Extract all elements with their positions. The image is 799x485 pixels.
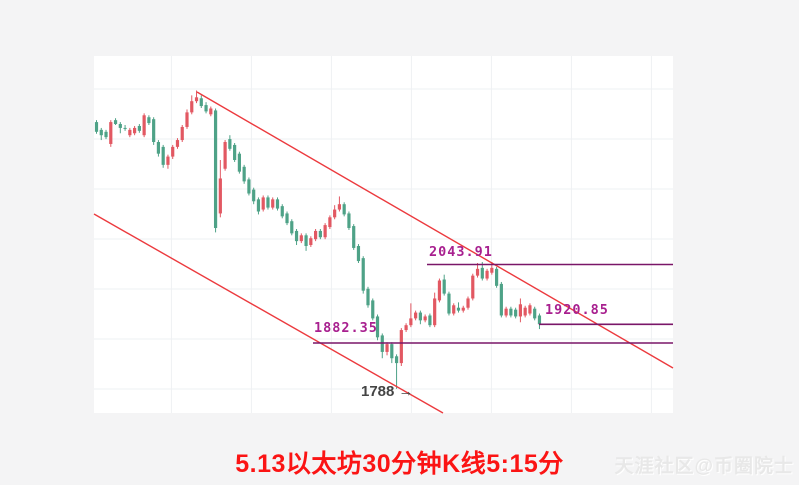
support-resistance-lines: 2043.91 1920.85 1882.35 [313, 244, 673, 344]
svg-text:2043.91: 2043.91 [429, 244, 493, 260]
watermark-text: 天涯社区@币圈院士 [614, 456, 794, 477]
svg-text:1882.35: 1882.35 [314, 320, 378, 336]
svg-text:1920.85: 1920.85 [545, 302, 609, 318]
candles [94, 90, 542, 389]
low-price-annotation: 1788 → [361, 383, 414, 400]
trend-channel-lines [93, 91, 674, 414]
chart-caption: 5.13以太坊30分钟K线5:15分 [235, 450, 564, 478]
